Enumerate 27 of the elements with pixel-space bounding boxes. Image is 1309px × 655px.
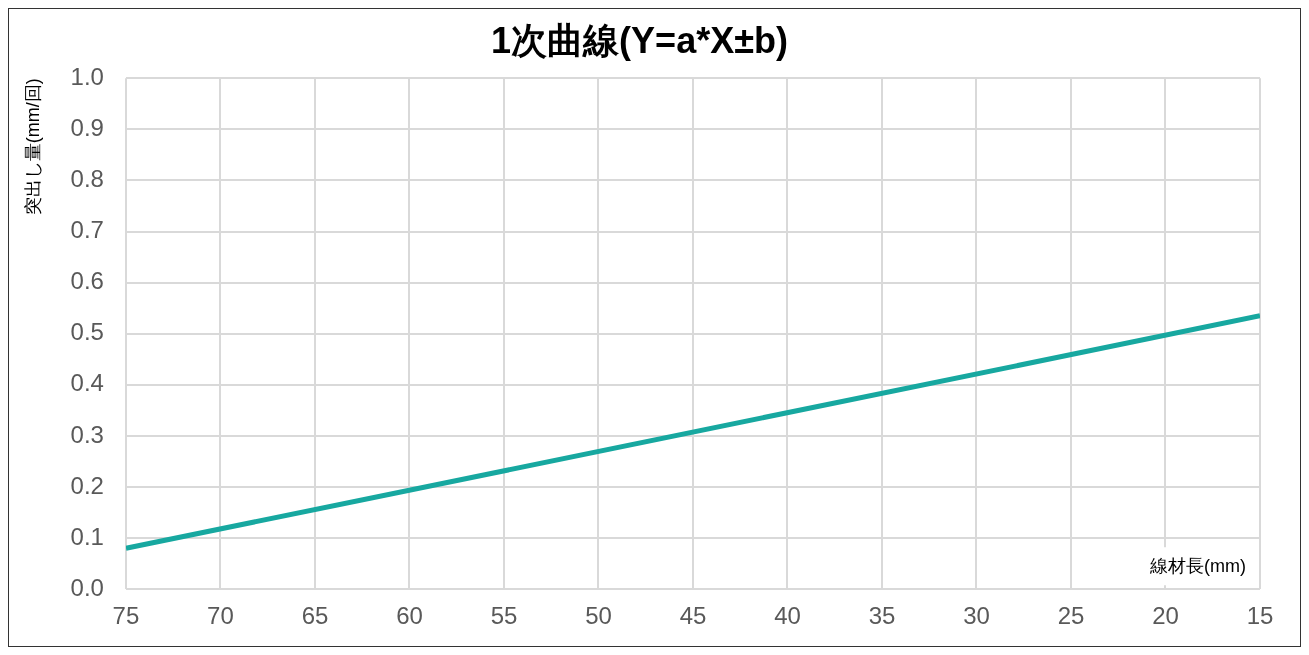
x-tick-label: 45 [679, 602, 707, 630]
y-tick-label: 0.4 [70, 369, 104, 397]
y-tick-label: 0.1 [70, 522, 104, 550]
y-axis-title: 突出し量(mm/回) [22, 78, 43, 216]
x-axis-title: 線材長(mm) [1149, 556, 1246, 577]
y-tick-label: 0.7 [70, 216, 104, 244]
x-tick-label: 20 [1152, 602, 1179, 630]
y-tick-label: 0.3 [70, 420, 104, 448]
chart-title: 1次曲線(Y=a*X±b) [491, 19, 788, 61]
x-tick-label: 75 [112, 602, 140, 630]
x-tick-label: 35 [868, 602, 896, 630]
y-tick-label: 0.2 [70, 471, 104, 499]
x-tick-label: 25 [1057, 602, 1085, 630]
x-tick-label: 30 [963, 602, 990, 630]
y-tick-label: 0.0 [70, 573, 104, 601]
x-tick-label: 70 [207, 602, 234, 630]
x-tick-label: 65 [301, 602, 329, 630]
x-tick-label: 60 [396, 602, 423, 630]
x-tick-label: 15 [1246, 602, 1274, 630]
y-tick-label: 0.8 [70, 165, 104, 193]
x-tick-label: 55 [490, 602, 518, 630]
y-tick-label: 1.0 [70, 62, 104, 90]
y-tick-label: 0.5 [70, 318, 104, 346]
x-tick-label: 50 [585, 602, 612, 630]
y-tick-label: 0.6 [70, 267, 104, 295]
y-tick-label: 0.9 [70, 113, 104, 141]
x-tick-label: 40 [774, 602, 801, 630]
